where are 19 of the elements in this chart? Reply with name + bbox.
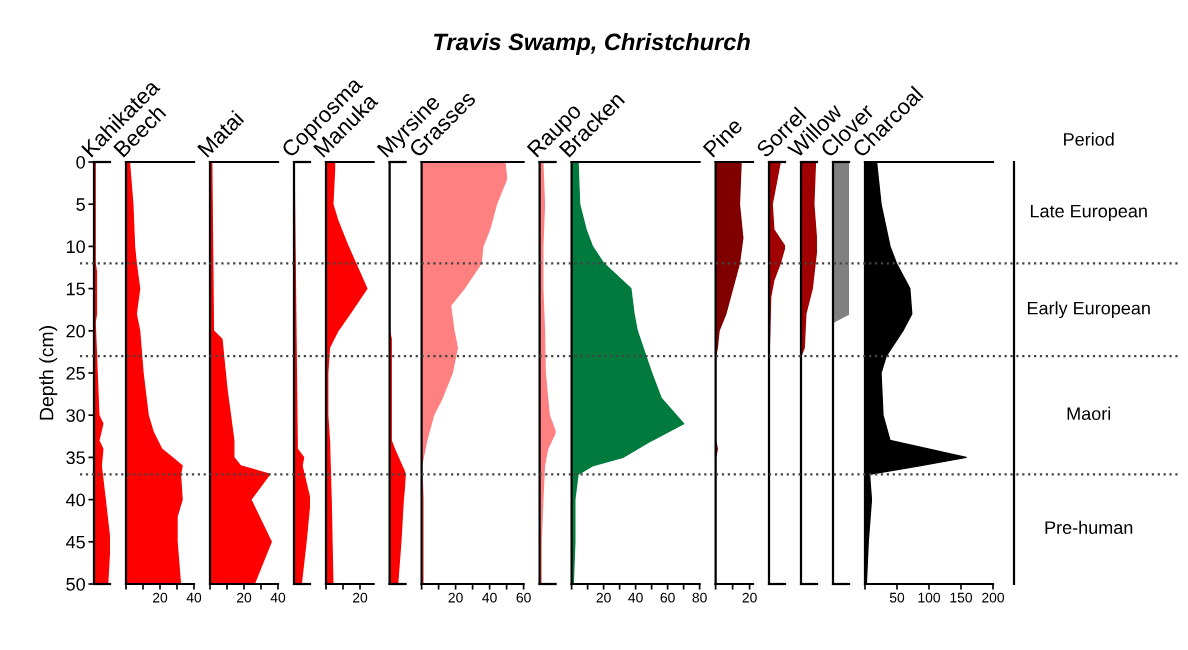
- y-tick-label: 20: [66, 324, 85, 338]
- y-axis-title: Depth (cm): [39, 326, 58, 420]
- y-tick-label: 15: [66, 282, 85, 296]
- y-tick-label: 5: [76, 198, 85, 211]
- y-tick-label: 0: [76, 155, 85, 169]
- y-tick-label: 10: [66, 240, 85, 254]
- y-tick-label: 30: [66, 409, 85, 422]
- y-tick-label: 40: [66, 493, 85, 507]
- text: Late European: [1030, 204, 1147, 222]
- y-tick-label: 50: [66, 577, 85, 591]
- text: Pre-human: [1045, 520, 1133, 534]
- y-tick-label: 45: [66, 535, 85, 549]
- text: Maori: [1067, 406, 1111, 421]
- text: Early European: [1027, 301, 1150, 319]
- text: Period: [1064, 132, 1114, 146]
- y-tick-label: 25: [66, 366, 85, 380]
- y-tick-label: 35: [66, 451, 85, 465]
- x-axis-title: Pine: [702, 116, 744, 158]
- chart-title: Travis Swamp, Christchurch: [434, 33, 750, 55]
